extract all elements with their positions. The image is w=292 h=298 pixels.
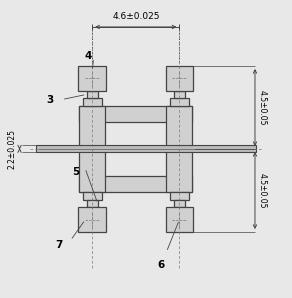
Bar: [166, 66, 193, 91]
Bar: [170, 192, 189, 200]
Bar: [166, 207, 193, 232]
Text: 4.6±0.025: 4.6±0.025: [112, 12, 160, 21]
Bar: [79, 176, 192, 192]
Bar: [79, 106, 105, 192]
Text: 5: 5: [73, 167, 80, 177]
Bar: [174, 91, 185, 98]
Text: 3: 3: [46, 94, 54, 105]
Bar: [83, 192, 102, 200]
Bar: [174, 200, 185, 207]
Text: 6: 6: [157, 260, 164, 270]
Text: 2.2±0.025: 2.2±0.025: [8, 129, 17, 169]
Bar: [79, 106, 192, 122]
Bar: [170, 98, 189, 106]
Bar: [36, 145, 256, 153]
Bar: [87, 91, 98, 98]
Bar: [79, 207, 106, 232]
Bar: [166, 106, 192, 192]
Bar: [83, 98, 102, 106]
Text: 7: 7: [55, 240, 62, 250]
Bar: [79, 66, 106, 91]
Text: 4.5±0.05: 4.5±0.05: [258, 173, 267, 208]
Bar: [87, 200, 98, 207]
Text: 4.5±0.05: 4.5±0.05: [258, 90, 267, 125]
Text: 4: 4: [84, 51, 92, 61]
